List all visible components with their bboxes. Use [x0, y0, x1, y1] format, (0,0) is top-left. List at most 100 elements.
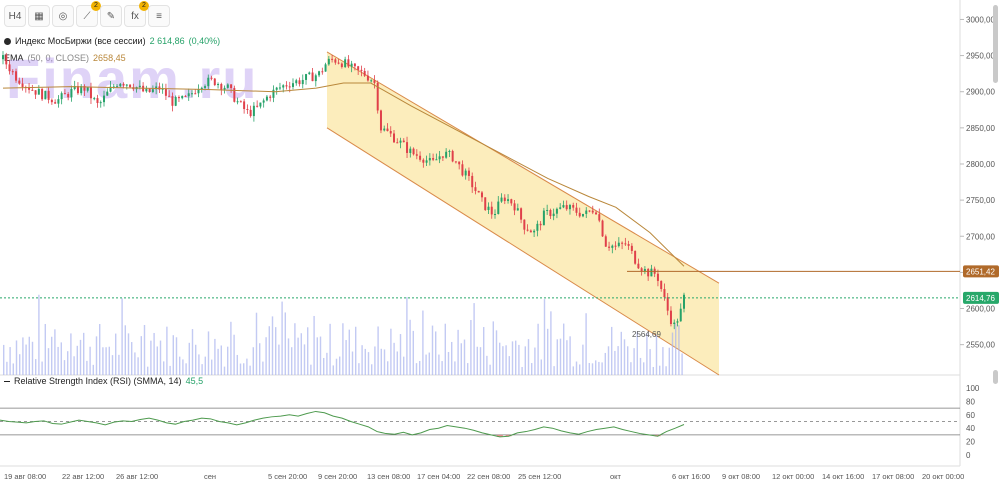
volume-bar — [67, 351, 69, 375]
candle-body — [171, 96, 174, 106]
candle-body — [640, 268, 643, 272]
candle-body — [318, 71, 321, 76]
ema-legend: EMA (50, 0, CLOSE) 2658,45 — [4, 53, 126, 63]
volume-bar — [147, 366, 149, 375]
x-tick-label: сен — [204, 472, 216, 481]
volume-bar — [390, 328, 392, 375]
channel-upper-line — [326, 51, 720, 284]
candle-body — [311, 72, 314, 82]
candle-body — [99, 102, 102, 104]
candle-body — [21, 83, 24, 88]
candle-body — [402, 140, 405, 143]
timeframe-button[interactable]: H4 — [4, 5, 26, 27]
price-scrollbar[interactable] — [993, 5, 998, 83]
rsi-scrollbar[interactable] — [993, 370, 998, 384]
candle-body — [555, 208, 558, 214]
volume-bar — [467, 363, 469, 375]
settings-button[interactable]: ≡ — [148, 5, 170, 27]
volume-bar — [243, 363, 245, 375]
volume-bar — [150, 340, 152, 375]
candle-body — [373, 80, 376, 83]
volume-bar — [639, 357, 642, 375]
candle-body — [155, 86, 158, 90]
volume-bar — [28, 336, 30, 375]
candle-body — [490, 206, 493, 215]
candle-body — [500, 197, 503, 202]
candle-body — [145, 88, 148, 92]
volume-bar — [531, 363, 533, 375]
volume-bar — [9, 347, 11, 375]
symbol-name[interactable]: Индекс МосБиржи (все сессии) — [15, 36, 146, 46]
rsi-label[interactable]: Relative Strength Index (RSI) (SMMA, 14) — [14, 376, 182, 386]
candle-body — [552, 213, 555, 217]
rsi-tick-label: 20 — [966, 438, 975, 447]
volume-bar — [63, 360, 66, 375]
candle-body — [200, 87, 203, 90]
volume-bar — [83, 332, 85, 375]
candle-body — [448, 150, 451, 152]
volume-bar — [51, 336, 53, 375]
candle-body — [60, 93, 63, 100]
rsi-legend: Relative Strength Index (RSI) (SMMA, 14)… — [4, 376, 203, 386]
volume-bar — [111, 355, 114, 375]
chart-toolbar: H4 ▦ ◎ ⟋ 2 ✎ fx 2 ≡ — [4, 1, 170, 27]
y-tick-label: 2600,00 — [966, 305, 995, 314]
volume-bar — [300, 333, 302, 375]
volume-bar — [217, 348, 219, 375]
candle-body — [581, 213, 584, 217]
volume-bar — [511, 341, 514, 375]
volume-bar — [227, 346, 229, 375]
volume-bar — [422, 310, 424, 375]
candle-body — [262, 100, 265, 103]
x-tick-label: 22 сен 08:00 — [467, 472, 510, 481]
candle-body — [523, 219, 526, 230]
volume-bar — [220, 345, 222, 375]
candle-body — [409, 148, 412, 153]
drawings-button[interactable]: ⟋ 2 — [76, 1, 101, 27]
candle-body — [389, 131, 392, 134]
candle-body — [236, 101, 239, 103]
volume-bar — [31, 341, 34, 375]
volume-bar — [457, 329, 459, 375]
volume-bar — [588, 362, 590, 375]
volume-bar — [502, 346, 504, 375]
candle-body — [598, 214, 601, 221]
volume-bar — [383, 349, 386, 375]
candle-body — [249, 109, 252, 117]
rsi-tick-label: 80 — [966, 397, 975, 406]
candle-body — [83, 86, 86, 91]
chart-type-button[interactable]: ▦ — [28, 5, 50, 27]
volume-bar — [652, 366, 654, 375]
compare-button[interactable]: ◎ — [52, 5, 74, 27]
volume-bar — [515, 340, 517, 375]
volume-bar — [76, 345, 78, 375]
ema-label[interactable]: EMA — [4, 53, 24, 63]
volume-bar — [431, 325, 434, 375]
candle-body — [383, 128, 386, 131]
candle-body — [432, 158, 435, 160]
candle-body — [230, 84, 233, 89]
volume-bar — [249, 365, 251, 375]
symbol-change: (0,40%) — [188, 36, 221, 46]
candle-body — [611, 245, 614, 248]
x-tick-label: 20 окт 00:00 — [922, 472, 964, 481]
candle-body — [70, 89, 73, 98]
volume-bar — [505, 345, 507, 375]
candle-body — [204, 86, 207, 88]
volume-bar — [428, 352, 430, 375]
candle-body — [344, 59, 347, 68]
candle-body — [435, 159, 438, 161]
channel-lower-line — [326, 127, 720, 376]
brush-button[interactable]: ✎ — [100, 5, 122, 27]
candle-body — [370, 80, 373, 82]
indicators-button[interactable]: fx 2 — [124, 1, 149, 27]
candle-body — [376, 82, 379, 111]
volume-bar — [70, 333, 72, 375]
volume-bar — [348, 329, 350, 375]
x-tick-label: 13 сен 08:00 — [367, 472, 410, 481]
volume-bar — [492, 321, 494, 375]
candle-body — [285, 85, 288, 87]
volume-bar — [351, 351, 354, 375]
y-tick-label: 2750,00 — [966, 196, 995, 205]
